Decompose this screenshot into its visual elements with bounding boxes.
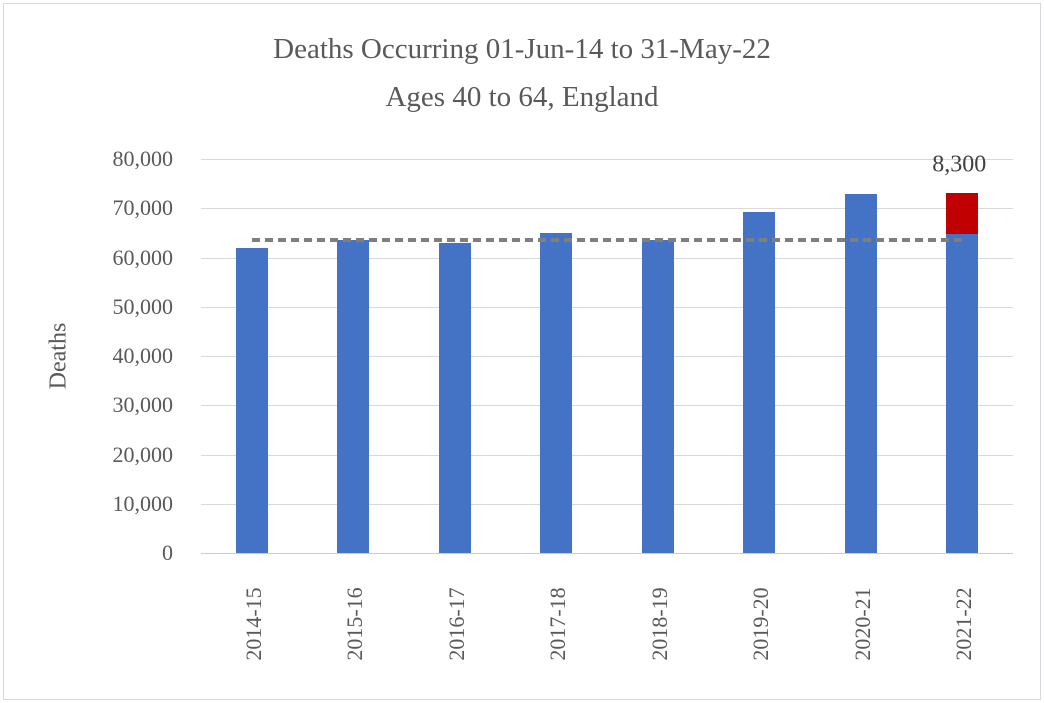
bar-2020-21 <box>844 193 877 553</box>
gridline-40000 <box>201 356 1013 357</box>
y-tick-label-60000: 60,000 <box>112 244 174 270</box>
y-tick-label-10000: 10,000 <box>112 490 174 516</box>
gridline-70000 <box>201 208 1013 210</box>
bar-2018-19 <box>641 239 674 553</box>
x-tick-label-2014-15: 2014-15 <box>240 587 266 661</box>
bar-excess-2021-22 <box>946 192 979 234</box>
y-tick-label-70000: 70,000 <box>112 195 174 221</box>
y-tick-label-20000: 20,000 <box>112 441 174 467</box>
x-tick-label-2016-17: 2016-17 <box>443 587 469 661</box>
x-tick-label-2021-22: 2021-22 <box>951 587 977 661</box>
gridline-60000 <box>201 257 1013 259</box>
bar-2014-15 <box>235 247 268 553</box>
x-tick-label-2020-21: 2020-21 <box>849 587 875 661</box>
gridline-50000 <box>201 306 1013 308</box>
chart-title-line2: Ages 40 to 64, England <box>385 81 659 113</box>
y-tick-label-50000: 50,000 <box>112 293 174 319</box>
gridline-10000 <box>201 503 1013 505</box>
y-tick-label-30000: 30,000 <box>112 392 174 418</box>
bar-2017-18 <box>540 232 573 553</box>
bar-2019-20 <box>743 211 776 553</box>
x-tick-label-2018-19: 2018-19 <box>646 587 672 661</box>
gridline-80000 <box>201 159 1013 160</box>
bar-2021-22 <box>946 233 979 553</box>
gridline-20000 <box>201 454 1013 456</box>
bar-2015-16 <box>337 240 370 553</box>
y-tick-label-80000: 80,000 <box>112 146 174 171</box>
x-tick-label-2017-18: 2017-18 <box>545 587 571 661</box>
bar-2016-17 <box>438 242 471 553</box>
chart-title-line1: Deaths Occurring 01-Jun-14 to 31-May-22 <box>273 33 771 65</box>
gridline-30000 <box>201 405 1013 407</box>
reference-dashed-line <box>251 238 963 243</box>
y-tick-label-0: 0 <box>162 540 173 565</box>
gridline-0 <box>201 553 1013 554</box>
chart-canvas: Deaths Occurring 01-Jun-14 to 31-May-22 … <box>3 3 1041 700</box>
y-tick-label-40000: 40,000 <box>112 343 174 368</box>
x-tick-label-2015-16: 2015-16 <box>342 587 368 661</box>
excess-deaths-label: 8,300 <box>932 151 987 178</box>
x-tick-label-2019-20: 2019-20 <box>748 587 774 661</box>
